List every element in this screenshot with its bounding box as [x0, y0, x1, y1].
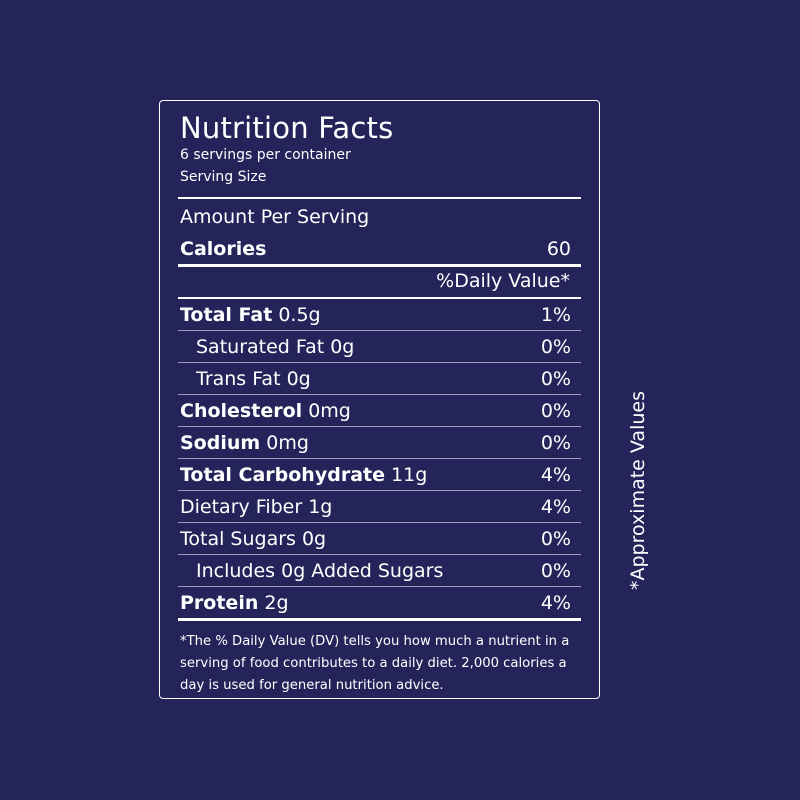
- nutrient-name: Total Fat: [180, 304, 273, 326]
- nutrient-amount: 0mg: [266, 432, 309, 454]
- label-title: Nutrition Facts: [180, 111, 394, 145]
- divider: [178, 330, 581, 331]
- nutrient-dv: 4%: [540, 592, 571, 614]
- nutrient-row-saturated-fat: Saturated Fat 0g 0%: [180, 331, 571, 363]
- nutrient-row-dietary-fiber: Dietary Fiber 1g 4%: [180, 491, 571, 523]
- servings-per-container: 6 servings per container: [180, 147, 351, 163]
- divider: [178, 458, 581, 459]
- approximate-values-note: *Approximate Values: [627, 391, 649, 590]
- nutrient-name: Cholesterol: [180, 400, 303, 422]
- nutrient-dv: 0%: [540, 432, 571, 454]
- nutrient-dv: 1%: [540, 304, 571, 326]
- divider-thick: [178, 618, 581, 621]
- divider: [178, 297, 581, 299]
- divider: [178, 490, 581, 491]
- daily-value-header: %Daily Value*: [436, 270, 570, 292]
- nutrient-row-total-sugars: Total Sugars 0g 0%: [180, 523, 571, 555]
- nutrient-dv: 0%: [540, 368, 571, 390]
- nutrient-row-cholesterol: Cholesterol 0mg 0%: [180, 395, 571, 427]
- nutrient-amount: 0.5g: [278, 304, 321, 326]
- nutrient-name: Saturated Fat 0g: [196, 336, 355, 358]
- divider: [178, 394, 581, 395]
- nutrient-name: Dietary Fiber 1g: [180, 496, 333, 518]
- nutrient-row-trans-fat: Trans Fat 0g 0%: [180, 363, 571, 395]
- nutrient-row-added-sugars: Includes 0g Added Sugars 0%: [180, 555, 571, 587]
- divider-thick: [178, 264, 581, 267]
- nutrition-facts-label: Nutrition Facts 6 servings per container…: [159, 100, 600, 699]
- serving-size: Serving Size: [180, 169, 267, 185]
- nutrient-row-total-carbohydrate: Total Carbohydrate 11g 4%: [180, 459, 571, 491]
- divider: [178, 197, 581, 199]
- nutrient-dv: 4%: [540, 496, 571, 518]
- divider: [178, 554, 581, 555]
- nutrient-row-sodium: Sodium 0mg 0%: [180, 427, 571, 459]
- nutrient-dv: 0%: [540, 336, 571, 358]
- divider: [178, 426, 581, 427]
- calories-label: Calories: [180, 238, 267, 260]
- nutrient-amount: 0mg: [308, 400, 351, 422]
- nutrient-name: Sodium: [180, 432, 261, 454]
- nutrient-name: Includes 0g Added Sugars: [196, 560, 444, 582]
- calories-row: Calories 60: [180, 238, 571, 260]
- nutrient-amount: 11g: [391, 464, 428, 486]
- nutrient-row-total-fat: Total Fat 0.5g 1%: [180, 299, 571, 331]
- daily-value-footnote: *The % Daily Value (DV) tells you how mu…: [180, 634, 570, 693]
- nutrient-dv: 0%: [540, 560, 571, 582]
- nutrient-name: Trans Fat 0g: [196, 368, 311, 390]
- nutrient-dv: 0%: [540, 528, 571, 550]
- nutrient-name: Total Sugars 0g: [180, 528, 327, 550]
- nutrient-dv: 0%: [540, 400, 571, 422]
- divider: [178, 586, 581, 587]
- nutrient-dv: 4%: [540, 464, 571, 486]
- nutrient-row-protein: Protein 2g 4%: [180, 587, 571, 619]
- nutrient-amount: 2g: [264, 592, 289, 614]
- divider: [178, 522, 581, 523]
- calories-value: 60: [546, 238, 571, 260]
- divider: [178, 362, 581, 363]
- nutrient-name: Protein: [180, 592, 259, 614]
- nutrient-name: Total Carbohydrate: [180, 464, 385, 486]
- amount-per-serving: Amount Per Serving: [180, 206, 370, 228]
